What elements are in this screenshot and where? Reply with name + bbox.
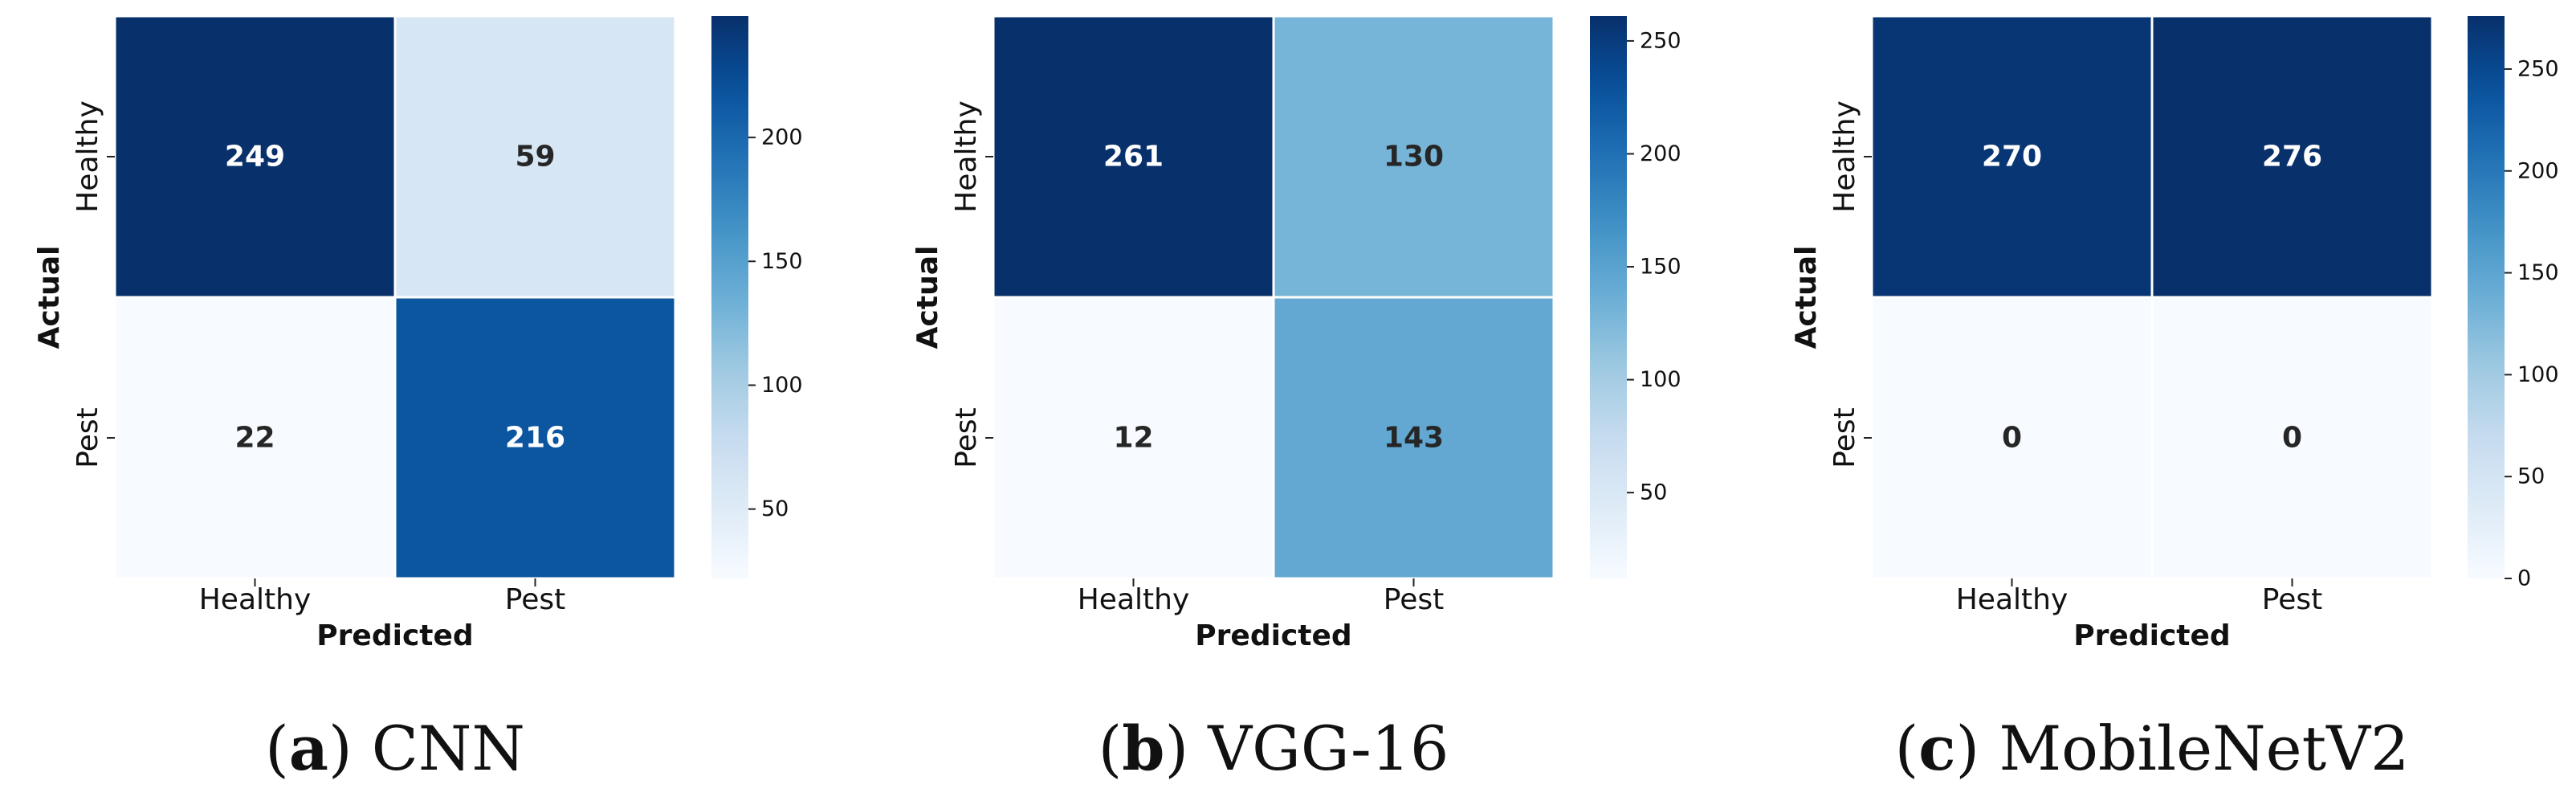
heatmap-cell-pest-pest [1272, 296, 1555, 580]
cell-value-label: 216 [505, 422, 565, 455]
cell-value-label: 276 [2262, 141, 2322, 174]
cell-value-label: 270 [1982, 141, 2042, 174]
y-tick-label: Pest [950, 407, 983, 468]
caption-letter: b [1122, 713, 1164, 784]
y-tick-label: Pest [1828, 407, 1861, 468]
colorbar [711, 16, 748, 578]
panel-caption: (c) MobileNetV2 [1895, 713, 2410, 784]
panel-b: 261 130 12 143 Healthy Pest Healthy Pest Predict… [911, 14, 1681, 784]
colorbar-tick-label: 200 [761, 125, 803, 150]
x-axis-label: Predicted [316, 619, 473, 652]
colorbar [2468, 16, 2505, 578]
cell-value-label: 130 [1384, 141, 1444, 174]
y-tick-label: Healthy [1828, 100, 1861, 213]
y-axis-label: Actual [33, 246, 66, 349]
y-axis-label: Actual [911, 246, 944, 349]
colorbar-tick-label: 150 [2517, 260, 2559, 285]
heatmap-cell-pest-pest [393, 296, 677, 580]
y-tick-label: Healthy [950, 100, 983, 213]
cell-value-label: 249 [225, 141, 285, 174]
cell-value-label: 12 [1113, 422, 1153, 455]
x-tick-label: Pest [2262, 583, 2322, 616]
heatmap-cell-healthy-pest [1272, 14, 1555, 299]
colorbar-tick-label: 100 [1640, 367, 1681, 392]
heatmap-cell-pest-healthy [992, 296, 1275, 580]
colorbar [1590, 16, 1627, 578]
caption-letter: a [289, 713, 328, 784]
heatmap-cell-pest-healthy [113, 296, 397, 580]
cell-value-label: 0 [2002, 422, 2022, 455]
panel-a: 249 59 22 216 Healthy Pest Healthy Pest Predicte… [33, 14, 803, 784]
colorbar-tick-label: 250 [1640, 28, 1681, 53]
y-tick-label: Pest [71, 407, 104, 468]
heatmap-cell-pest-pest [2150, 296, 2434, 580]
y-axis-label: Actual [1790, 246, 1823, 349]
colorbar-tick-label: 50 [1640, 480, 1667, 505]
caption-letter: c [1918, 713, 1955, 784]
colorbar-tick-label: 100 [761, 373, 803, 398]
heatmap-cell-pest-healthy [1870, 296, 2154, 580]
y-tick-label: Healthy [71, 100, 104, 213]
x-tick-label: Healthy [199, 583, 312, 616]
colorbar-tick-label: 50 [761, 496, 789, 521]
panel-caption: (b) VGG-16 [1098, 713, 1449, 784]
x-axis-label: Predicted [1195, 619, 1351, 652]
colorbar-tick-label: 200 [1640, 141, 1681, 166]
colorbar-tick-label: 50 [2517, 464, 2545, 489]
heatmap-cell-healthy-pest [393, 14, 677, 299]
colorbar-tick-label: 250 [2517, 56, 2559, 81]
heatmap-cell-healthy-healthy [1870, 14, 2154, 299]
colorbar-tick-label: 100 [2517, 362, 2559, 387]
panel-c: 270 276 0 0 Healthy Pest Healthy Pest Predicted A… [1790, 14, 2559, 784]
colorbar-tick-label: 200 [2517, 158, 2559, 183]
cell-value-label: 22 [234, 422, 275, 455]
cell-value-label: 261 [1103, 141, 1164, 174]
caption-name: VGG-16 [1207, 713, 1449, 784]
cell-value-label: 143 [1384, 422, 1444, 455]
colorbar-tick-label: 0 [2517, 566, 2531, 591]
colorbar-tick-label: 150 [761, 249, 803, 274]
panel-caption: (a) CNN [265, 713, 525, 784]
x-tick-label: Pest [505, 583, 565, 616]
x-axis-label: Predicted [2073, 619, 2230, 652]
cell-value-label: 0 [2282, 422, 2302, 455]
heatmap-cell-healthy-healthy [113, 14, 397, 299]
x-tick-label: Healthy [1956, 583, 2069, 616]
caption-name: MobileNetV2 [1999, 713, 2409, 784]
x-tick-label: Pest [1384, 583, 1444, 616]
colorbar-tick-label: 150 [1640, 255, 1681, 280]
x-tick-label: Healthy [1078, 583, 1190, 616]
cell-value-label: 59 [515, 141, 555, 174]
caption-name: CNN [372, 713, 525, 784]
